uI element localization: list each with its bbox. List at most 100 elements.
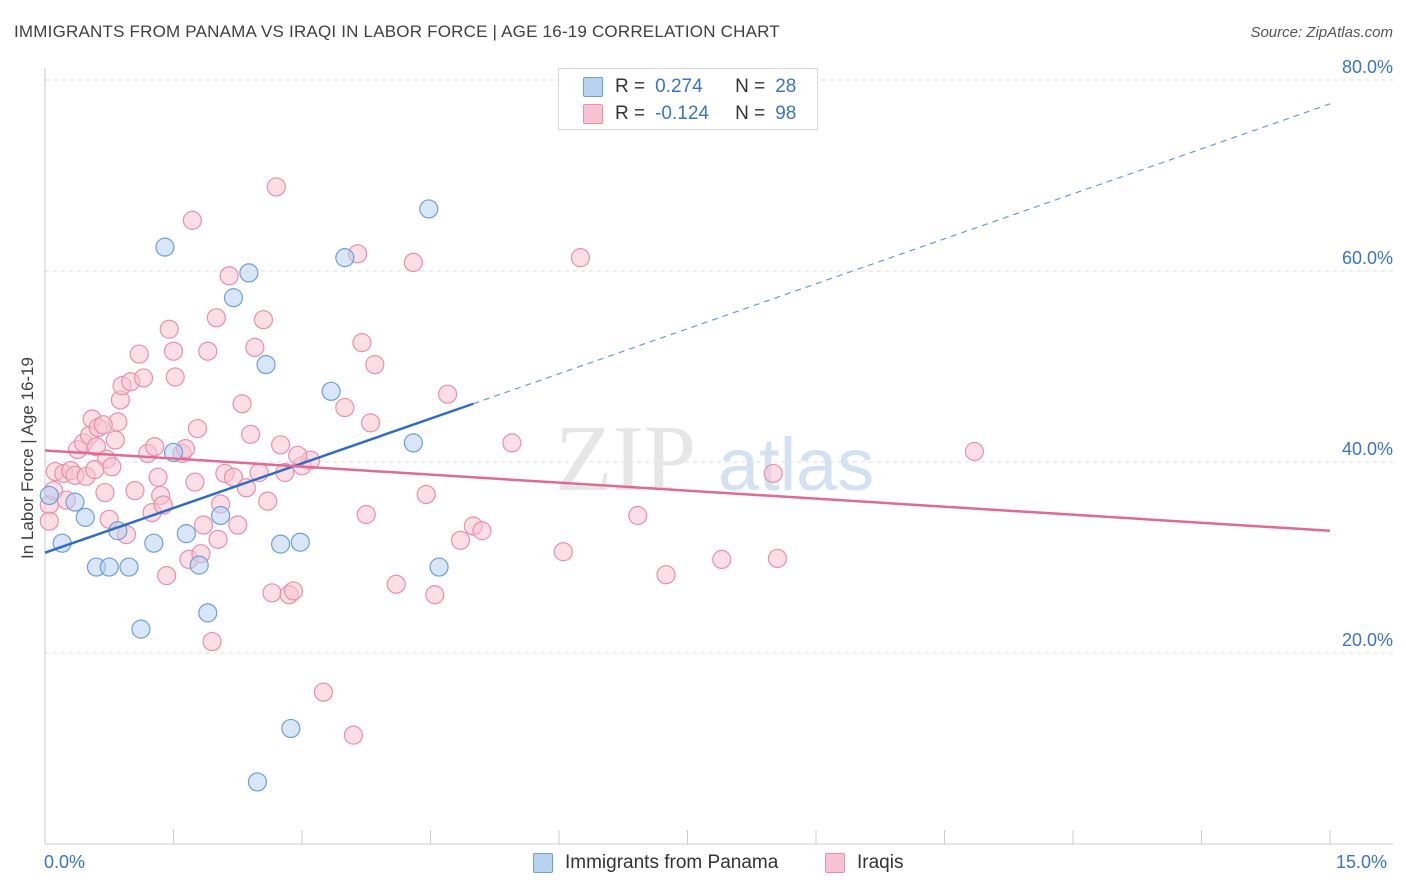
iraqi-point xyxy=(450,530,471,550)
panama-point xyxy=(239,263,259,283)
iraqi-point xyxy=(159,319,179,339)
legend-item-iraqi[interactable]: Iraqis xyxy=(825,852,903,874)
iraqi-point xyxy=(335,397,355,418)
watermark: ZIP atlas xyxy=(555,407,874,511)
iraqi-point xyxy=(198,341,218,361)
correlation-legend: R = 0.274 N = 28 R = -0.124 N = 98 xyxy=(558,68,818,130)
source-credit: Source: ZipAtlas.com xyxy=(1250,24,1393,41)
legend-iraqi-label: Iraqis xyxy=(857,852,904,873)
iraqi-trend-line xyxy=(44,449,1331,533)
iraqi-point xyxy=(163,341,184,361)
iraqi-r-label: R = xyxy=(615,103,646,124)
iraqi-point xyxy=(185,472,205,492)
iraqi-point xyxy=(763,463,783,484)
panama-point xyxy=(189,555,209,575)
legend-row-iraqi: R = -0.124 N = 98 xyxy=(583,102,796,126)
panama-point xyxy=(223,288,244,308)
watermark-zip: ZIP xyxy=(555,407,696,511)
iraqi-point xyxy=(628,505,648,526)
panama-point xyxy=(65,492,85,512)
iraqi-point xyxy=(102,457,122,477)
panama-point xyxy=(198,603,218,623)
panama-point xyxy=(403,433,423,453)
legend-iraqi-swatch xyxy=(825,853,845,873)
iraqi-point xyxy=(438,384,458,404)
iraqi-point xyxy=(403,252,423,273)
iraqi-point xyxy=(712,549,732,570)
panama-point xyxy=(144,533,164,553)
y-tick-label: 20.0% xyxy=(1342,630,1393,650)
iraqi-point xyxy=(182,210,202,230)
iraqi-point xyxy=(553,542,573,562)
iraqi-point xyxy=(365,354,385,375)
iraqi-point xyxy=(425,585,445,605)
iraqi-point xyxy=(165,367,185,387)
iraqi-point xyxy=(187,418,208,439)
iraqi-point xyxy=(86,437,107,457)
iraqi-point xyxy=(570,248,591,268)
panama-point xyxy=(290,532,310,552)
panama-point xyxy=(281,718,301,739)
panama-n-label: N = xyxy=(735,76,766,97)
iraqi-point xyxy=(964,441,985,462)
panama-point xyxy=(321,381,341,401)
iraqi-point xyxy=(386,574,406,594)
iraqi-points xyxy=(39,177,985,745)
chart-title: IMMIGRANTS FROM PANAMA VS IRAQI IN LABOR… xyxy=(14,22,780,41)
panama-points xyxy=(39,199,449,792)
iraqi-n-label: N = xyxy=(735,103,766,124)
trend-lines xyxy=(44,103,1331,554)
iraqi-point xyxy=(262,583,282,603)
legend-panama-swatch xyxy=(533,853,553,873)
iraqi-point xyxy=(202,631,222,652)
panama-point xyxy=(131,619,151,639)
iraqi-point xyxy=(85,460,105,480)
iraqi-point xyxy=(193,515,214,535)
iraqi-point xyxy=(232,394,252,414)
panama-n-value: 28 xyxy=(775,76,797,97)
iraqi-point xyxy=(360,413,381,433)
panama-point xyxy=(163,442,184,463)
legend-item-panama[interactable]: Immigrants from Panama xyxy=(533,852,778,874)
series-legend: Immigrants from Panama Iraqis xyxy=(0,850,1406,880)
iraqi-point xyxy=(95,482,115,503)
iraqi-point xyxy=(39,511,59,531)
y-tick-labels: 20.0% 40.0% 60.0% 80.0% xyxy=(1342,57,1393,650)
iraqi-point xyxy=(313,682,334,702)
iraqi-point xyxy=(352,333,372,353)
panama-point xyxy=(419,199,439,219)
watermark-atlas: atlas xyxy=(718,423,874,506)
panama-r-value: 0.274 xyxy=(655,76,703,97)
iraqi-point xyxy=(219,266,239,286)
iraqi-point xyxy=(356,504,376,525)
iraqi-point xyxy=(206,308,226,328)
iraqi-point xyxy=(125,481,145,501)
x-tick-label-min: 0.0% xyxy=(44,852,86,872)
y-tick-label: 60.0% xyxy=(1342,248,1393,268)
iraqi-point xyxy=(148,467,168,487)
panama-point xyxy=(247,772,268,792)
panama-point xyxy=(99,557,119,577)
iraqi-point xyxy=(228,515,248,535)
panama-point xyxy=(75,507,95,527)
iraqi-r-value: -0.124 xyxy=(655,103,709,124)
y-tick-label: 40.0% xyxy=(1342,439,1393,459)
iraqi-point xyxy=(472,521,492,541)
panama-point xyxy=(155,237,175,257)
iraqi-point xyxy=(283,581,304,601)
iraqi-point xyxy=(266,177,286,197)
panama-point xyxy=(119,557,139,577)
iraqi-swatch xyxy=(583,104,603,124)
iraqi-point xyxy=(258,491,278,511)
y-tick-label: 80.0% xyxy=(1342,57,1393,77)
panama-point xyxy=(211,505,231,526)
iraqi-point xyxy=(270,435,291,455)
iraqi-point xyxy=(129,344,149,364)
iraqi-point xyxy=(343,725,363,745)
iraqi-point xyxy=(208,529,228,549)
iraqi-point xyxy=(105,430,125,450)
x-tick-label-max: 15.0% xyxy=(1336,852,1388,872)
iraqi-point xyxy=(502,433,522,453)
iraqi-n-value: 98 xyxy=(775,103,797,124)
